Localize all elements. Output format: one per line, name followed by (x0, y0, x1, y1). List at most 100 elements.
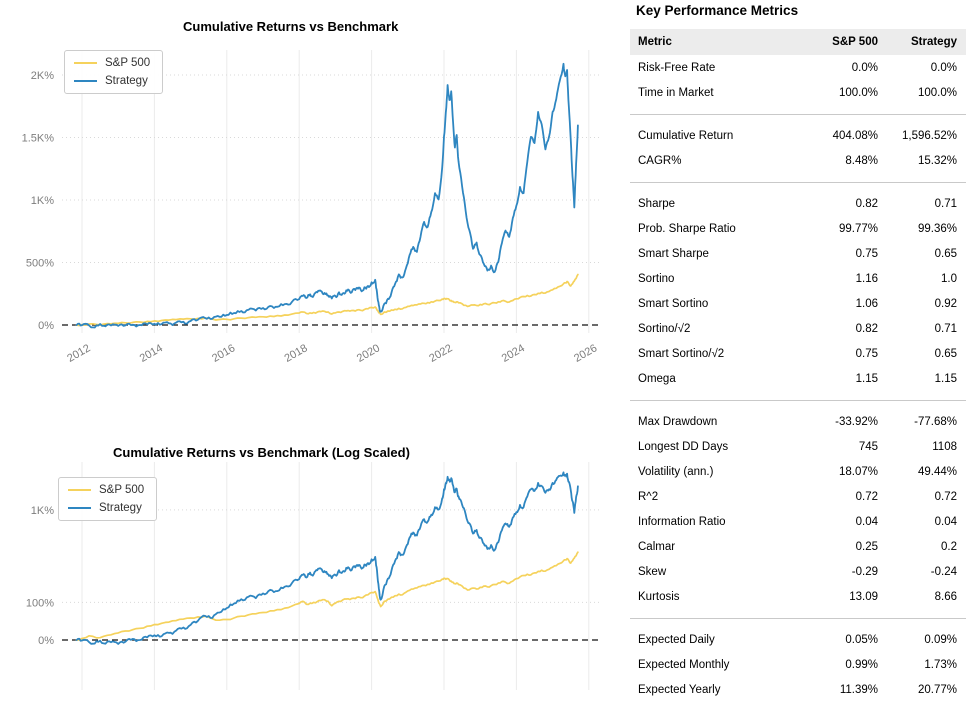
metric-value-strategy: 0.04 (934, 515, 957, 528)
metric-value-benchmark: 1.16 (855, 272, 878, 285)
y-tick-label: 1.5K% (22, 133, 55, 145)
metric-row: Sortino/√2 0.82 0.71 (630, 316, 966, 341)
metric-label: Sharpe (638, 197, 676, 210)
chart-legend: S&P 500 Strategy (58, 477, 158, 521)
metric-label: Smart Sortino (638, 297, 709, 310)
metric-value-benchmark: 0.72 (855, 490, 878, 503)
metric-row: Sharpe 0.82 0.71 (630, 182, 966, 216)
metric-value-strategy: 0.71 (934, 197, 957, 210)
metrics-panel-title: Key Performance Metrics (636, 3, 799, 18)
chart-title: Cumulative Returns vs Benchmark (183, 19, 399, 34)
metrics-group: Max Drawdown -33.92% -77.68% Longest DD Day… (630, 400, 966, 618)
metrics-group: Expected Daily 0.05% 0.09% Expected Monthly… (630, 618, 966, 702)
metric-value-benchmark: -33.92% (835, 415, 878, 428)
y-tick-label: 0% (38, 320, 54, 332)
metric-row: Volatility (ann.) 18.07% 49.44% (630, 459, 966, 484)
chart-plot-area: 0% 500% 1K% 1.5K% 2K% 2012 2014 2016 2018 2020 202… (22, 50, 601, 365)
metric-row: Smart Sortino/√2 0.75 0.65 (630, 341, 966, 366)
strategy-line-swatch (74, 80, 97, 82)
metric-label: R^2 (638, 490, 659, 503)
metric-value-benchmark: 404.08% (832, 129, 878, 142)
metric-value-benchmark: -0.29 (851, 565, 878, 578)
cumulative-returns-log-chart: Cumulative Returns vs Benchmark (Log Sca… (0, 430, 622, 707)
metric-value-benchmark: 0.75 (855, 247, 878, 260)
metric-label: Kurtosis (638, 590, 680, 603)
metric-value-strategy: 1.73% (924, 658, 957, 671)
metric-label: Sortino/√2 (638, 322, 691, 335)
legend-entry-strategy: Strategy (68, 502, 144, 514)
sp500-line-swatch (74, 62, 97, 64)
chart-legend: S&P 500 Strategy (64, 50, 164, 94)
metrics-group: Cumulative Return 404.08% 1,596.52% CAGR% 8.… (630, 114, 966, 182)
metric-value-strategy: 49.44% (917, 465, 957, 478)
x-tick-label: 2020 (355, 342, 382, 365)
metric-row: CAGR% 8.48% 15.32% (630, 148, 966, 182)
column-header-benchmark: S&P 500 (832, 36, 878, 48)
cumulative-returns-chart: Cumulative Returns vs Benchmark 0% 500% 1K… (0, 0, 622, 430)
metric-value-benchmark: 745 (858, 440, 878, 453)
y-tick-label: 2K% (31, 70, 54, 82)
metric-label: CAGR% (638, 154, 682, 167)
metric-value-strategy: 100.0% (917, 86, 957, 99)
legend-label: S&P 500 (105, 57, 151, 69)
metrics-table-header-row: Metric S&P 500 Strategy (630, 29, 966, 55)
metric-value-strategy: 0.0% (930, 61, 957, 74)
x-tick-label: 2018 (282, 342, 309, 365)
metric-value-strategy: 15.32% (917, 154, 957, 167)
metric-label: Cumulative Return (638, 129, 734, 142)
metric-value-benchmark: 0.0% (851, 61, 878, 74)
strategy-line-swatch (68, 507, 91, 509)
metric-value-benchmark: 0.04 (855, 515, 878, 528)
metric-value-strategy: 1108 (932, 440, 957, 453)
metric-value-strategy: 0.2 (941, 540, 957, 553)
metric-value-strategy: 1.15 (934, 372, 957, 385)
metric-label: Calmar (638, 540, 676, 553)
metric-value-strategy: 20.77% (917, 683, 957, 696)
metric-value-strategy: 1.0 (941, 272, 957, 285)
chart-plot-area: 0%100%1K%2012201420162018202020222024202… (26, 462, 601, 707)
metric-label: Time in Market (638, 86, 714, 99)
metric-value-benchmark: 18.07% (838, 465, 878, 478)
metric-value-strategy: -77.68% (914, 415, 957, 428)
metric-label: Expected Yearly (638, 683, 721, 696)
metric-row: Kurtosis 13.09 8.66 (630, 584, 966, 618)
metric-value-strategy: 0.65 (934, 247, 957, 260)
metric-label: Max Drawdown (638, 415, 718, 428)
sp500-line-swatch (68, 489, 91, 491)
legend-entry-strategy: Strategy (74, 75, 150, 87)
metric-value-strategy: 0.09% (924, 633, 957, 646)
metric-value-strategy: 99.36% (917, 222, 957, 235)
metric-row: Skew -0.29 -0.24 (630, 559, 966, 584)
metric-value-strategy: -0.24 (930, 565, 957, 578)
metric-label: Prob. Sharpe Ratio (638, 222, 736, 235)
metric-label: Expected Daily (638, 633, 715, 646)
metric-row: Calmar 0.25 0.2 (630, 534, 966, 559)
metric-value-strategy: 0.72 (934, 490, 957, 503)
strategy-line (75, 62, 579, 329)
metric-row: Smart Sharpe 0.75 0.65 (630, 241, 966, 266)
metric-value-benchmark: 8.48% (845, 154, 878, 167)
x-tick-label: 2026 (572, 342, 599, 365)
x-tick-label: 2012 (65, 342, 92, 365)
y-tick-label: 100% (26, 597, 54, 609)
legend-entry-sp500: S&P 500 (74, 57, 150, 69)
metric-row: Expected Yearly 11.39% 20.77% (630, 677, 966, 702)
x-tick-label: 2016 (210, 342, 237, 365)
metric-value-benchmark: 0.75 (855, 347, 878, 360)
sp500-line (75, 551, 579, 641)
metric-row: Sortino 1.16 1.0 (630, 266, 966, 291)
metric-label: Sortino (638, 272, 675, 285)
metric-value-benchmark: 100.0% (838, 86, 878, 99)
metric-label: Longest DD Days (638, 440, 729, 453)
metric-label: Volatility (ann.) (638, 465, 714, 478)
x-tick-label: 2024 (500, 342, 527, 365)
x-tick-label: 2022 (427, 342, 454, 365)
y-tick-label: 0% (38, 635, 54, 647)
metric-row: Time in Market 100.0% 100.0% (630, 80, 966, 114)
metric-label: Expected Monthly (638, 658, 730, 671)
metric-value-benchmark: 0.05% (845, 633, 878, 646)
metric-row: Risk-Free Rate 0.0% 0.0% (630, 55, 966, 80)
y-tick-label: 1K% (31, 505, 54, 517)
legend-label: Strategy (99, 502, 142, 514)
metric-value-strategy: 8.66 (934, 590, 957, 603)
